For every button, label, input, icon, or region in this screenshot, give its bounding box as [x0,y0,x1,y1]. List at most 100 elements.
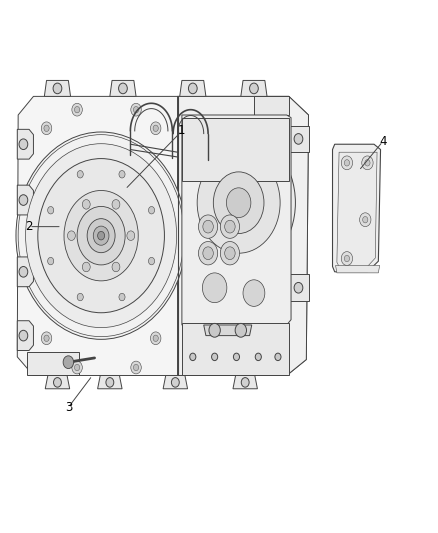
Circle shape [182,134,295,272]
Polygon shape [337,152,377,266]
Circle shape [77,293,83,301]
Polygon shape [180,80,206,96]
Polygon shape [17,185,33,215]
Circle shape [363,216,368,223]
Polygon shape [204,325,252,336]
Circle shape [203,247,213,260]
Polygon shape [17,130,33,159]
Text: 3: 3 [65,401,72,414]
Circle shape [226,188,251,217]
Polygon shape [233,375,258,389]
Circle shape [213,172,264,233]
Text: 2: 2 [25,220,33,233]
Polygon shape [289,274,308,301]
Circle shape [341,156,353,169]
Circle shape [18,135,184,337]
Polygon shape [254,96,289,115]
Circle shape [44,335,49,342]
Circle shape [38,159,164,313]
Circle shape [106,377,114,387]
Circle shape [127,231,135,240]
Circle shape [209,324,220,337]
Circle shape [275,353,281,361]
Circle shape [365,160,370,166]
Circle shape [19,195,28,205]
Circle shape [150,122,161,135]
Circle shape [119,83,127,94]
Circle shape [19,330,28,341]
Circle shape [225,247,235,260]
Circle shape [48,257,54,265]
Circle shape [112,262,120,272]
Circle shape [87,219,115,253]
Circle shape [235,324,247,337]
Circle shape [98,231,105,240]
Polygon shape [177,96,308,375]
Circle shape [53,83,62,94]
Circle shape [25,144,177,328]
Circle shape [72,361,82,374]
Circle shape [198,241,218,265]
Circle shape [74,107,80,113]
Polygon shape [110,80,136,96]
Circle shape [72,103,82,116]
Polygon shape [163,375,187,389]
Circle shape [153,125,158,132]
Circle shape [82,262,90,272]
Circle shape [131,361,141,374]
Circle shape [63,356,74,368]
Polygon shape [241,80,267,96]
Circle shape [153,335,158,342]
Circle shape [64,190,138,281]
Text: 1: 1 [178,124,186,138]
Circle shape [212,353,218,361]
Polygon shape [336,265,380,273]
Circle shape [250,83,258,94]
Circle shape [41,332,52,345]
Bar [182,324,289,375]
Circle shape [197,152,280,253]
Polygon shape [17,321,33,351]
Polygon shape [17,257,33,287]
Circle shape [41,122,52,135]
Circle shape [148,257,155,265]
Circle shape [77,171,83,178]
Circle shape [119,171,125,178]
Circle shape [188,83,197,94]
Circle shape [190,353,196,361]
Circle shape [171,377,179,387]
Circle shape [294,282,303,293]
Polygon shape [98,375,122,389]
Polygon shape [45,375,70,389]
Circle shape [241,377,249,387]
Circle shape [225,220,235,233]
Circle shape [119,293,125,301]
Circle shape [74,365,80,370]
Circle shape [16,132,186,340]
Circle shape [19,139,28,150]
Circle shape [134,365,139,370]
Circle shape [48,206,54,214]
Circle shape [93,226,109,245]
Circle shape [202,273,227,303]
Circle shape [255,353,261,361]
Polygon shape [27,352,79,375]
Circle shape [19,266,28,277]
Polygon shape [44,80,71,96]
Circle shape [344,160,350,166]
Circle shape [294,134,303,144]
Circle shape [233,353,240,361]
Text: 4: 4 [379,135,386,148]
Circle shape [77,206,125,265]
Bar [182,118,289,181]
Polygon shape [17,96,308,375]
Circle shape [344,255,350,262]
Circle shape [362,156,373,169]
Circle shape [203,220,213,233]
Circle shape [53,377,61,387]
Circle shape [134,107,139,113]
Polygon shape [182,115,291,325]
Circle shape [220,215,240,238]
Circle shape [112,199,120,209]
Circle shape [67,231,75,240]
